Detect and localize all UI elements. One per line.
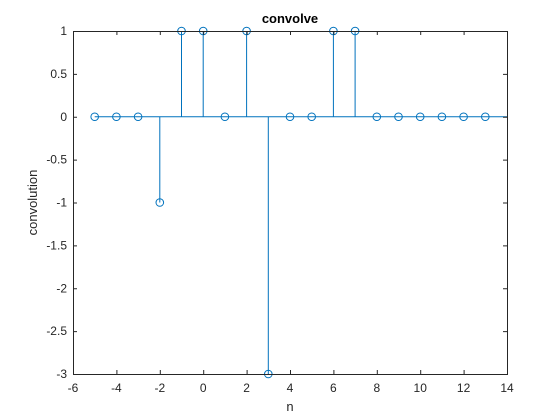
axes-background bbox=[73, 31, 507, 374]
y-tick-label: -2 bbox=[56, 281, 67, 295]
stem-marker bbox=[133, 112, 143, 122]
x-tick-label: 8 bbox=[373, 381, 380, 395]
stem-marker bbox=[394, 112, 403, 122]
x-tick-label: 12 bbox=[457, 381, 471, 395]
y-tick-label: -1 bbox=[56, 196, 67, 210]
y-tick-label: -2.5 bbox=[46, 324, 67, 338]
y-tick-label: 0.5 bbox=[50, 67, 67, 81]
x-tick-label: 0 bbox=[200, 381, 207, 395]
stem-marker bbox=[372, 112, 382, 122]
stem-marker bbox=[220, 112, 230, 122]
y-tick-label: -3 bbox=[56, 367, 67, 381]
y-tick-label: -1.5 bbox=[46, 238, 67, 252]
stem-marker bbox=[112, 112, 121, 122]
x-tick-label: -2 bbox=[154, 381, 165, 395]
x-tick-label: 2 bbox=[243, 381, 250, 395]
y-tick-label: -0.5 bbox=[46, 153, 67, 167]
x-tick-label: -4 bbox=[111, 381, 122, 395]
y-tick-label: 0 bbox=[60, 110, 67, 124]
stem-marker bbox=[155, 198, 165, 207]
stem-marker bbox=[415, 112, 425, 122]
x-tick-label: -6 bbox=[68, 381, 79, 395]
chart-title: convolve bbox=[262, 11, 318, 26]
x-tick-label: 14 bbox=[500, 381, 514, 395]
x-tick-label: 10 bbox=[414, 381, 428, 395]
stem-marker bbox=[285, 112, 295, 122]
x-axis-label: n bbox=[286, 399, 293, 414]
x-tick-label: 6 bbox=[330, 381, 337, 395]
x-tick-label: 4 bbox=[287, 381, 294, 395]
stem-marker bbox=[481, 112, 490, 122]
stem-marker bbox=[307, 112, 317, 122]
stem-marker bbox=[459, 112, 468, 122]
stem-marker bbox=[90, 112, 99, 122]
y-tick-label: 1 bbox=[60, 24, 67, 38]
y-axis-label: convolution bbox=[25, 170, 40, 236]
stem-marker bbox=[437, 112, 447, 122]
